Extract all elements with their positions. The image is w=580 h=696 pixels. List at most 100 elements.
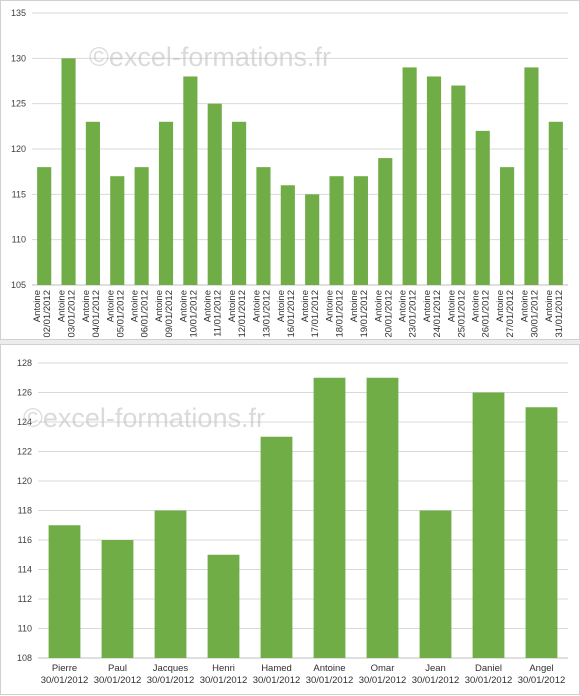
bar xyxy=(207,103,222,286)
y-tick-label: 114 xyxy=(18,565,32,575)
bar xyxy=(378,158,393,285)
x-tick-label-name: Antoine xyxy=(325,290,336,322)
x-tick-label-name: Antoine xyxy=(251,290,262,322)
chart-bottom-panel: 108 110 112 114 116 118 120 122 124 126 128 ©excel-… xyxy=(0,344,580,695)
x-tick-label-name: Antoine xyxy=(300,290,311,322)
x-tick-label-date: 10/01/2012 xyxy=(188,290,199,338)
x-tick-label-date: 17/01/2012 xyxy=(310,290,321,338)
y-tick-label: 122 xyxy=(17,447,32,457)
x-tick-label-date: 11/01/2012 xyxy=(213,290,224,337)
bar xyxy=(101,540,134,658)
x-tick-label-date: 20/01/2012 xyxy=(383,290,394,338)
bar xyxy=(260,436,293,658)
y-tick-label: 110 xyxy=(12,235,26,245)
bar xyxy=(524,67,539,286)
x-tick-label-date: 30/01/2012 xyxy=(359,675,407,686)
watermark-text: ©excel-formations.fr xyxy=(23,403,265,433)
x-tick-label-name: Jacques xyxy=(153,663,189,674)
x-tick-label-date: 30/01/2012 xyxy=(41,675,89,686)
x-tick-label-name: Antoine xyxy=(313,663,345,674)
y-tick-label: 128 xyxy=(17,358,32,368)
x-tick-label-name: Angel xyxy=(529,663,553,674)
chart-top: 105 110 115 120 125 130 135 ©excel-formations.f… xyxy=(11,8,568,338)
x-tick-label-name: Antoine xyxy=(130,290,141,322)
bar xyxy=(472,392,505,658)
x-tick-label-name: Antoine xyxy=(471,290,482,322)
x-tick-label-name: Antoine xyxy=(81,290,92,322)
x-tick-label-date: 16/01/2012 xyxy=(286,290,297,338)
x-tick-label-name: Antoine xyxy=(422,290,433,322)
bar xyxy=(419,510,452,658)
x-tick-label-name: Antoine xyxy=(446,290,457,322)
bar xyxy=(134,167,149,285)
bar xyxy=(313,377,346,658)
x-tick-label-name: Paul xyxy=(108,663,127,674)
bar xyxy=(48,525,81,658)
x-tick-label-date: 30/01/2012 xyxy=(147,675,195,686)
x-tick-label-name: Hamed xyxy=(261,663,292,674)
y-tick-label: 125 xyxy=(11,99,26,109)
bar xyxy=(85,121,100,285)
x-tick-label-name: Antoine xyxy=(178,290,189,322)
bar xyxy=(154,510,187,658)
y-tick-label: 116 xyxy=(18,535,32,545)
x-tick-label-name: Jean xyxy=(425,663,446,674)
x-tick-label-date: 25/01/2012 xyxy=(456,290,467,338)
x-tick-label-date: 30/01/2012 xyxy=(94,675,142,686)
bar xyxy=(256,167,271,285)
x-tick-label-name: Antoine xyxy=(227,290,238,322)
y-tick-label: 120 xyxy=(11,144,26,154)
x-tick-label-date: 18/01/2012 xyxy=(335,290,346,338)
x-tick-label-date: 30/01/2012 xyxy=(529,290,540,338)
x-tick-label-name: Antoine xyxy=(105,290,116,322)
y-tick-label: 126 xyxy=(17,388,32,398)
bar xyxy=(61,58,76,286)
x-tick-label-date: 12/01/2012 xyxy=(237,290,248,338)
x-tick-label-date: 04/01/2012 xyxy=(91,290,102,338)
y-tick-label: 105 xyxy=(11,280,26,290)
y-tick-label: 110 xyxy=(18,624,32,634)
bar xyxy=(207,554,240,658)
chart-top-panel: 105 110 115 120 125 130 135 ©excel-formations.f… xyxy=(0,0,580,340)
y-tick-label: 124 xyxy=(17,417,32,427)
y-tick-label: 112 xyxy=(18,594,32,604)
x-tick-label-name: Antoine xyxy=(495,290,506,322)
bar xyxy=(232,121,247,285)
x-tick-label-date: 05/01/2012 xyxy=(115,290,126,338)
x-tick-label-name: Omar xyxy=(371,663,395,674)
bar xyxy=(37,167,52,285)
x-tick-label-name: Antoine xyxy=(519,290,530,322)
x-tick-label-date: 27/01/2012 xyxy=(505,290,516,338)
x-tick-label-date: 30/01/2012 xyxy=(306,675,354,686)
x-tick-label-name: Antoine xyxy=(276,290,287,322)
bar xyxy=(329,176,344,285)
bar xyxy=(451,85,466,286)
bar xyxy=(158,121,174,285)
x-tick-label-date: 30/01/2012 xyxy=(253,675,301,686)
bar xyxy=(280,185,295,285)
bar xyxy=(305,194,320,285)
x-tick-label-name: Antoine xyxy=(154,290,165,322)
x-tick-label-date: 31/01/2012 xyxy=(554,290,565,338)
watermark-text: ©excel-formations.fr xyxy=(89,42,331,72)
x-tick-label-date: 06/01/2012 xyxy=(140,290,151,338)
chart-bottom: 108 110 112 114 116 118 120 122 124 126 128 ©excel-… xyxy=(17,358,568,686)
x-tick-label-date: 19/01/2012 xyxy=(359,290,370,338)
x-tick-label-date: 30/01/2012 xyxy=(200,675,248,686)
x-tick-label-name: Antoine xyxy=(373,290,384,322)
y-tick-label: 118 xyxy=(18,506,32,516)
x-tick-label-date: 09/01/2012 xyxy=(164,290,175,338)
y-tick-label: 120 xyxy=(17,476,32,486)
x-tick-label-date: 26/01/2012 xyxy=(481,290,492,338)
bar xyxy=(500,167,515,285)
x-tick-label-name: Antoine xyxy=(544,290,555,322)
x-tick-label-name: Antoine xyxy=(398,290,409,322)
bar xyxy=(110,176,125,285)
x-tick-label-date: 02/01/2012 xyxy=(42,290,53,338)
x-tick-label-name: Pierre xyxy=(52,663,77,674)
x-tick-label-name: Henri xyxy=(212,663,235,674)
panel-separator xyxy=(0,340,580,344)
x-tick-label-date: 24/01/2012 xyxy=(432,290,443,338)
y-tick-label: 135 xyxy=(11,8,26,18)
x-tick-label-name: Daniel xyxy=(475,663,502,674)
